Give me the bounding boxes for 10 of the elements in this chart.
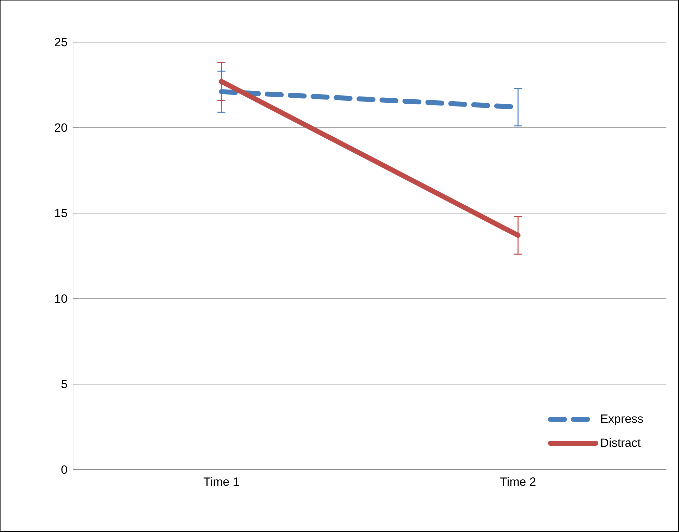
x-tick-label: Time 1 bbox=[204, 477, 240, 486]
y-tick-label: 10 bbox=[55, 294, 68, 303]
y-tick-label: 0 bbox=[62, 466, 68, 474]
x-tick-label: Time 2 bbox=[500, 477, 536, 486]
y-tick-label: 25 bbox=[55, 38, 68, 46]
y-tick-label: 20 bbox=[55, 124, 68, 132]
legend-label: Express bbox=[601, 414, 644, 426]
y-tick-label: 5 bbox=[62, 380, 68, 388]
y-tick-label: 15 bbox=[55, 209, 68, 218]
legend-label: Distract bbox=[601, 438, 641, 448]
